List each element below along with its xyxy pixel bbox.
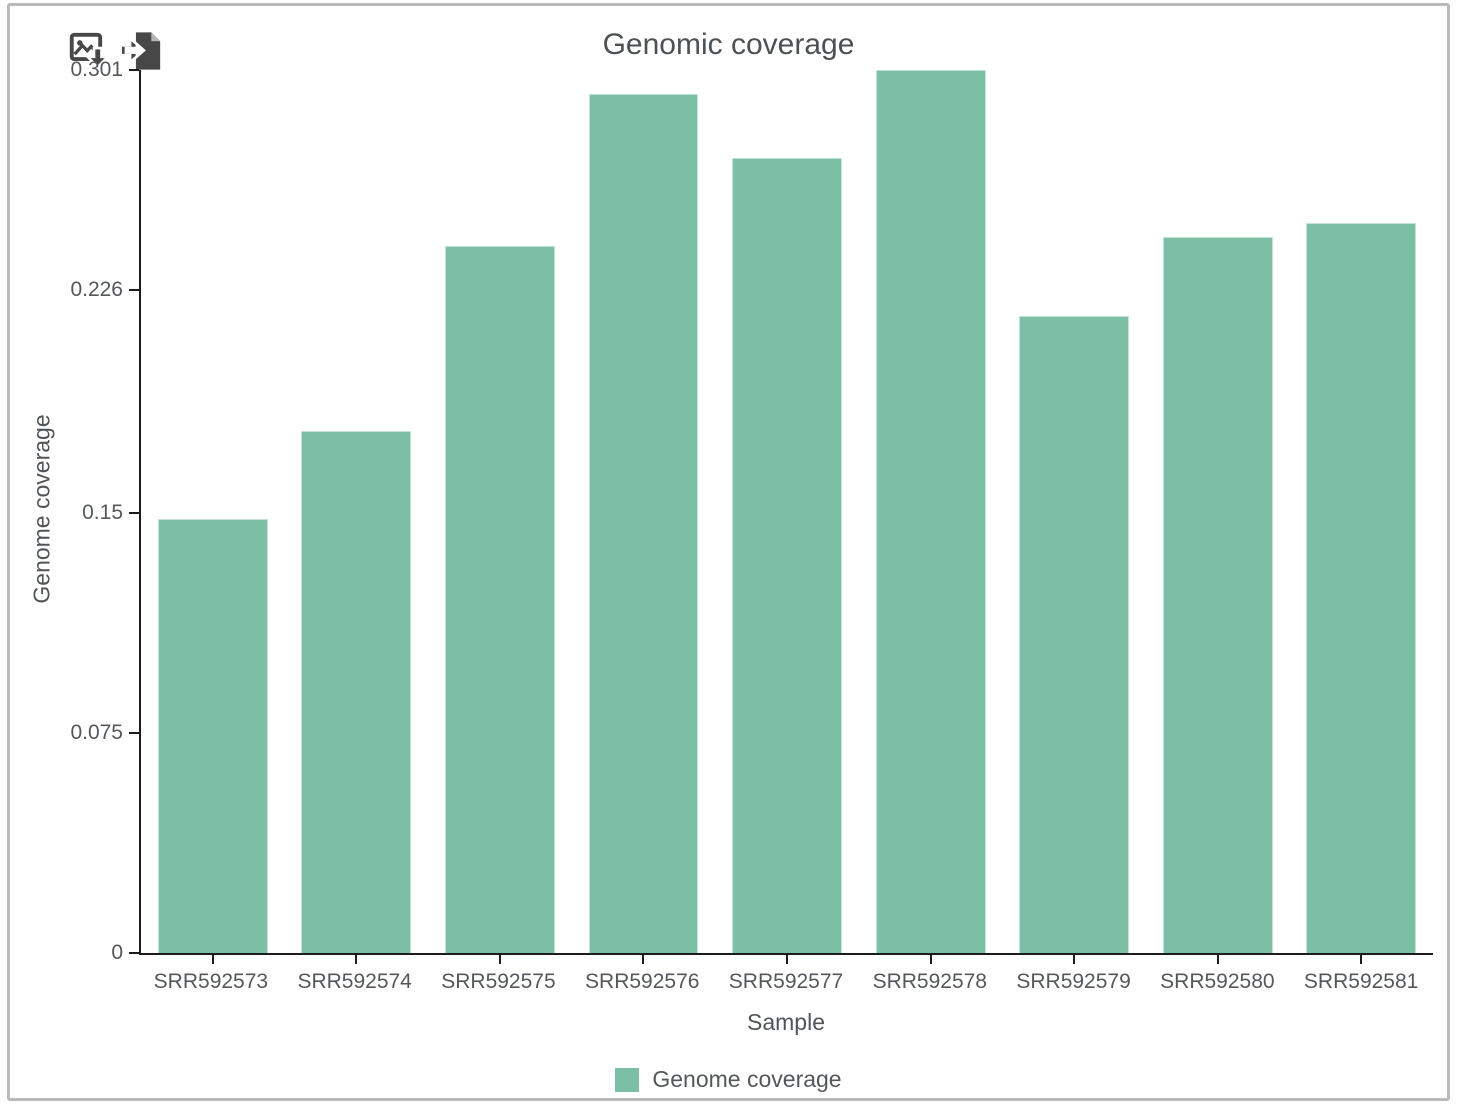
x-tick-label: SRR592574 bbox=[297, 970, 412, 993]
legend-swatch bbox=[615, 1067, 640, 1092]
y-axis-tick bbox=[129, 289, 139, 292]
bar-SRR592574[interactable] bbox=[301, 430, 412, 953]
x-tick-label: SRR592580 bbox=[1160, 970, 1275, 993]
y-axis-tick bbox=[129, 511, 139, 514]
plot-toolbar bbox=[68, 30, 166, 72]
bar-SRR592578[interactable] bbox=[875, 70, 986, 953]
x-axis-tick bbox=[1360, 955, 1363, 964]
x-axis-labels: SRR592573 SRR592574 SRR592575 SRR592576 SRR5… bbox=[139, 970, 1433, 994]
legend: Genome coverage bbox=[10, 1066, 1447, 1093]
export-image-button[interactable] bbox=[68, 30, 112, 72]
image-download-icon bbox=[69, 32, 111, 70]
x-tick-label: SRR592577 bbox=[728, 970, 844, 993]
bar-SRR592579[interactable] bbox=[1019, 316, 1130, 953]
x-axis-tick bbox=[1216, 955, 1219, 964]
x-tick-label: SRR592579 bbox=[1016, 970, 1131, 993]
bar-slot bbox=[715, 70, 859, 964]
bar-slot bbox=[859, 70, 1003, 964]
x-axis-title: Sample bbox=[747, 1009, 825, 1035]
y-axis-tick bbox=[129, 69, 139, 71]
export-data-button[interactable] bbox=[120, 30, 166, 72]
x-axis-tick bbox=[642, 955, 645, 964]
x-axis-tick bbox=[355, 955, 358, 964]
bar-SRR592575[interactable] bbox=[445, 245, 555, 953]
chart-card: Genomic coverage Genome coverage 0 0.075 0… bbox=[7, 3, 1450, 1101]
bar-slot bbox=[285, 70, 429, 964]
bar-slot bbox=[1002, 70, 1146, 964]
bar-slot bbox=[141, 70, 285, 964]
legend-item[interactable]: Genome coverage bbox=[615, 1066, 842, 1093]
x-axis-tick bbox=[498, 955, 501, 964]
bar-slot bbox=[572, 70, 716, 964]
x-axis-tick bbox=[1073, 955, 1076, 964]
y-tick-label: 0.226 bbox=[70, 278, 123, 302]
bar-SRR592577[interactable] bbox=[732, 158, 842, 953]
bar-slot bbox=[1290, 70, 1434, 964]
bars-area bbox=[141, 70, 1434, 964]
x-tick-label: SRR592576 bbox=[585, 970, 700, 993]
x-tick-label: SRR592578 bbox=[872, 970, 987, 993]
bar-slot bbox=[428, 70, 572, 964]
bar-slot bbox=[1146, 70, 1290, 964]
x-tick-label: SRR592573 bbox=[153, 970, 269, 993]
legend-label: Genome coverage bbox=[652, 1066, 842, 1092]
chart-title: Genomic coverage bbox=[602, 28, 855, 61]
x-axis-tick bbox=[929, 955, 932, 964]
file-export-icon bbox=[120, 32, 161, 70]
bar-SRR592576[interactable] bbox=[588, 93, 699, 953]
y-tick-label: 0.301 bbox=[70, 58, 123, 81]
x-tick-label: SRR592575 bbox=[441, 970, 556, 993]
x-axis-tick bbox=[786, 955, 789, 964]
x-tick-label: SRR592581 bbox=[1303, 970, 1419, 993]
y-tick-label: 0.15 bbox=[82, 500, 123, 524]
x-axis-tick bbox=[211, 955, 214, 964]
y-axis-tick bbox=[129, 952, 139, 954]
bar-SRR592581[interactable] bbox=[1306, 222, 1417, 953]
y-axis-tick bbox=[129, 731, 139, 734]
plot-area: 0 0.075 0.15 0.226 0.301 bbox=[70, 58, 1434, 964]
y-tick-label: 0.075 bbox=[70, 720, 123, 744]
y-tick-label: 0 bbox=[111, 941, 123, 964]
bar-SRR592573[interactable] bbox=[157, 518, 268, 953]
bar-SRR592580[interactable] bbox=[1162, 237, 1273, 953]
